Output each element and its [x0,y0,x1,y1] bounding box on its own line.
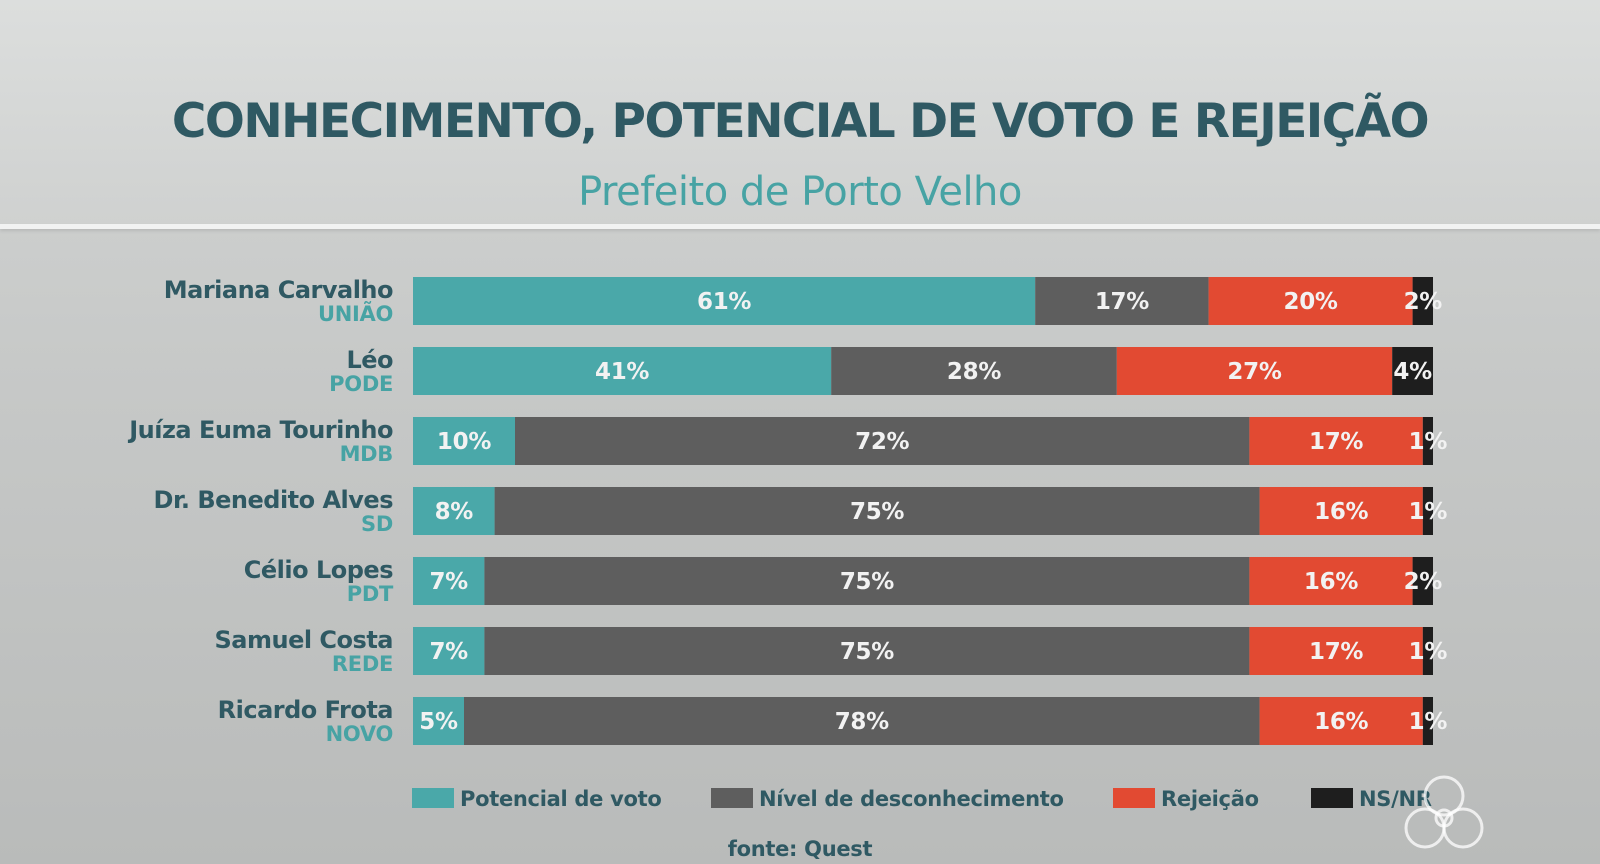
data-label: 5% [419,709,458,735]
candidate-party: REDE [332,652,393,676]
legend-swatch-nsnr [1311,788,1353,808]
bar-segment [1422,417,1433,465]
data-label: 2% [1404,289,1443,315]
bar-segment [1412,557,1433,605]
bar-segment [1208,277,1413,325]
data-label: 20% [1284,289,1338,315]
data-label: 17% [1309,639,1363,665]
candidate-name: Samuel Costa [215,626,394,654]
legend-swatch-rejeicao [1113,788,1155,808]
header-band [0,0,1600,226]
bar-segment [1259,697,1423,745]
bar-segment [413,627,485,675]
legend-label-nsnr: NS/NR [1359,787,1432,811]
candidate-party: SD [361,512,393,536]
legend: Potencial de voto Nível de desconhecimen… [0,782,1600,818]
legend-label-rejeicao: Rejeição [1161,787,1259,811]
data-label: 7% [429,639,468,665]
bar-segment [413,347,832,395]
candidate-name: Ricardo Frota [218,696,393,724]
candidate-party: NOVO [326,722,393,746]
candidate-name: Juíza Euma Tourinho [127,416,393,444]
data-label: 72% [855,429,909,455]
bar-segment [413,697,464,745]
data-label: 1% [1409,709,1448,735]
bar-segment [831,347,1117,395]
legend-label-potencial: Potencial de voto [460,787,662,811]
candidate-party: MDB [340,442,393,466]
bar-segment [413,277,1036,325]
source-note: fonte: Quest [727,837,873,861]
bar-segment [464,697,1260,745]
candidate-name: Mariana Carvalho [164,276,393,304]
candidate-name: Célio Lopes [244,556,393,584]
bar-segment [515,417,1250,465]
bar-segment [1035,277,1209,325]
legend-swatch-potencial [412,788,454,808]
header-divider [0,224,1600,229]
data-label: 17% [1309,429,1363,455]
bar-segment [1249,627,1423,675]
data-label: 1% [1409,499,1448,525]
bar-segment [1259,487,1423,535]
bar-segment [413,557,485,605]
candidate-name: Léo [346,346,393,374]
bar-segment [494,487,1260,535]
data-label: 16% [1314,499,1368,525]
data-label: 16% [1304,569,1358,595]
bar-segment [413,487,495,535]
data-label: 75% [850,499,904,525]
data-label: 1% [1409,639,1448,665]
chart-title: CONHECIMENTO, POTENCIAL DE VOTO E REJEIÇ… [171,94,1430,149]
candidate-party: UNIÃO [318,301,393,326]
bar-segment [1249,557,1413,605]
data-label: 7% [429,569,468,595]
candidate-party: PODE [329,372,393,396]
data-label: 61% [697,289,751,315]
bar-segment [1249,417,1423,465]
data-label: 41% [595,359,649,385]
candidate-party: PDT [347,582,394,606]
bar-segment [1422,697,1433,745]
data-label: 16% [1314,709,1368,735]
bar-segment [1422,627,1433,675]
bar-segment [484,627,1250,675]
data-label: 1% [1409,429,1448,455]
bar-segment [413,417,515,465]
candidate-name: Dr. Benedito Alves [154,486,394,514]
data-label: 2% [1404,569,1443,595]
broadcaster-logo-watermark [1404,775,1484,849]
data-label: 78% [835,709,889,735]
data-label: 28% [947,359,1001,385]
data-label: 27% [1227,359,1281,385]
bar-segment [484,557,1250,605]
chart-subtitle: Prefeito de Porto Velho [578,169,1022,215]
data-label: 17% [1095,289,1149,315]
data-label: 10% [437,429,491,455]
legend-label-desconhecimento: Nível de desconhecimento [759,787,1064,811]
bar-segment [1422,487,1433,535]
data-label: 4% [1393,359,1432,385]
bar-segment [1392,347,1433,395]
data-label: 8% [435,499,474,525]
data-label: 75% [840,569,894,595]
legend-swatch-desconhecimento [711,788,753,808]
data-label: 75% [840,639,894,665]
bar-segment [1412,277,1433,325]
bar-segment [1116,347,1393,395]
